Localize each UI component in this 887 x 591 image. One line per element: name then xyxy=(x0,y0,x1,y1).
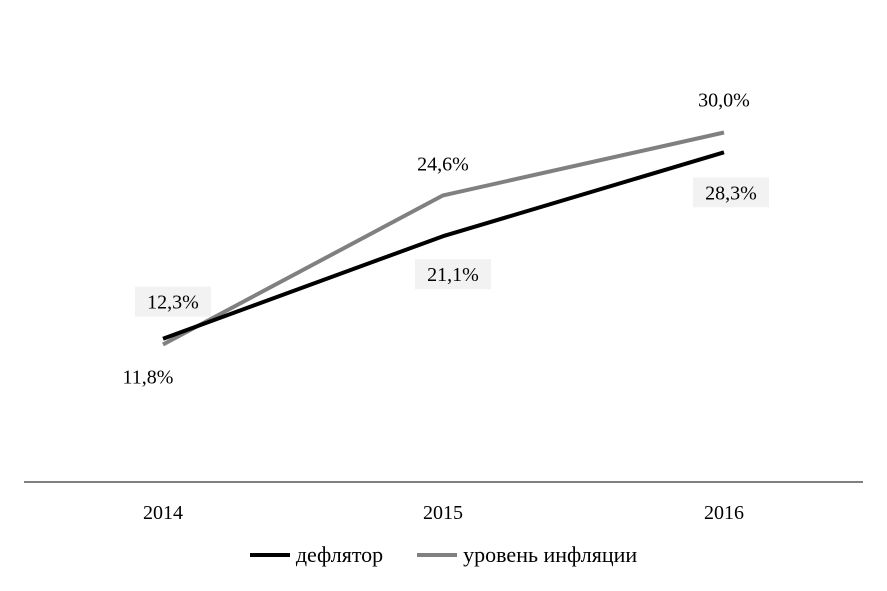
data-label-s0-2014: 12,3% xyxy=(135,286,211,317)
data-label-s0-2015: 21,1% xyxy=(415,259,491,290)
series-line-0 xyxy=(162,150,725,341)
data-label-text: 21,1% xyxy=(427,264,479,286)
data-labels: 12,3% 21,1% 28,3% 11,8% 24,6% 30,0% xyxy=(123,90,769,389)
data-label-box xyxy=(693,177,769,208)
data-label-text: 30,0% xyxy=(698,90,750,112)
data-label-box xyxy=(135,286,211,317)
data-label-text: 28,3% xyxy=(705,182,757,204)
series-lines xyxy=(162,130,725,347)
data-label-s1-2016: 30,0% xyxy=(698,90,750,112)
data-label-s1-2014: 11,8% xyxy=(123,367,174,389)
data-label-s1-2015: 24,6% xyxy=(417,153,469,175)
data-label-text: 11,8% xyxy=(123,367,174,389)
x-tick-label-2015: 2015 xyxy=(423,502,463,524)
x-tick-labels: 2014 2015 2016 xyxy=(143,502,744,524)
series-line-1 xyxy=(162,130,725,347)
legend-label-deflator: дефлятор xyxy=(295,542,384,567)
legend-swatch-inflation xyxy=(417,553,458,557)
data-label-text: 24,6% xyxy=(417,153,469,175)
x-tick-label-2016: 2016 xyxy=(704,502,744,524)
data-label-text: 12,3% xyxy=(147,292,199,314)
legend-label-inflation: уровень инфляции xyxy=(463,542,638,567)
data-label-s0-2016: 28,3% xyxy=(693,177,769,208)
legend: дефлятор уровень инфляции xyxy=(0,542,887,568)
data-label-box xyxy=(415,259,491,290)
legend-item-inflation: уровень инфляции xyxy=(417,542,637,568)
legend-item-deflator: дефлятор xyxy=(249,542,384,568)
legend-swatch-deflator xyxy=(249,553,290,557)
x-tick-label-2014: 2014 xyxy=(143,502,183,524)
